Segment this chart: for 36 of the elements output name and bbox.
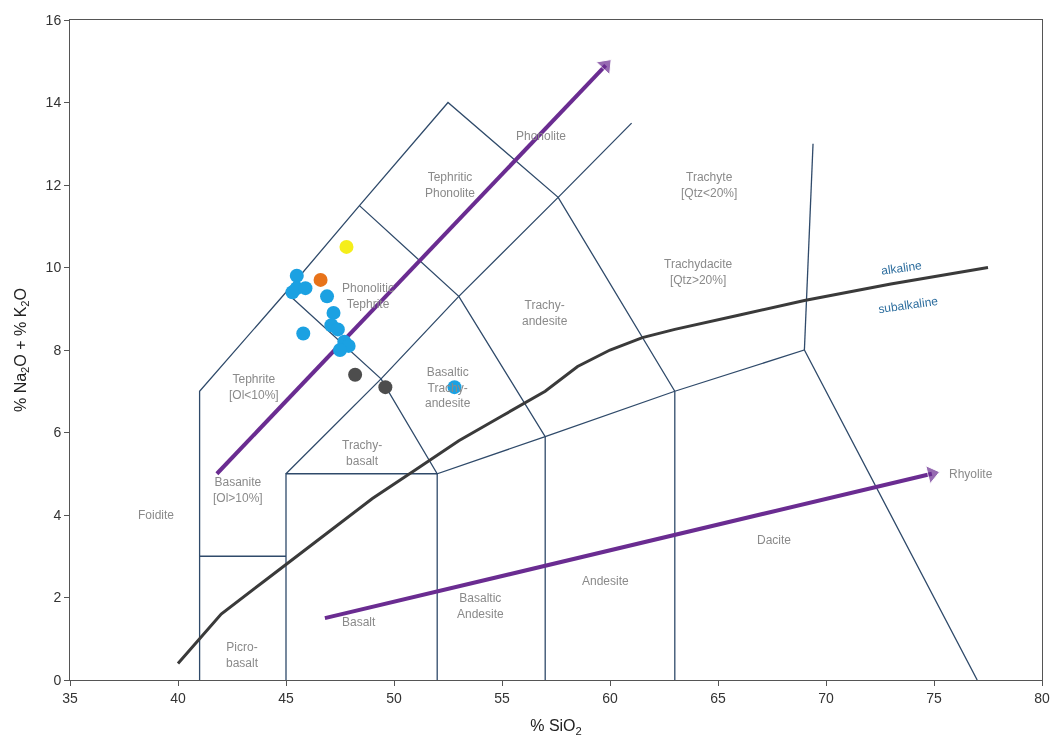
annotation: Basalt <box>342 615 377 629</box>
annotation: subalkaline <box>877 293 940 317</box>
annotation: Tephrite [Ol<10%] <box>229 372 279 402</box>
y-tick-label: 8 <box>53 341 62 358</box>
x-tick-label: 35 <box>62 689 78 706</box>
x-tick-label: 40 <box>170 689 186 706</box>
x-tick-label: 80 <box>1034 689 1050 706</box>
y-tick-label: 14 <box>45 94 62 111</box>
annotation: Andesite <box>582 574 630 588</box>
x-tick-label: 60 <box>602 689 618 706</box>
y-tick-label: 6 <box>53 424 62 441</box>
annotation: Trachyte [Qtz<20%] <box>681 170 738 200</box>
annotation: Picro- basalt <box>226 640 259 670</box>
y-tick-label: 12 <box>45 176 62 193</box>
annotation: Basanite [Ol>10%] <box>213 475 263 505</box>
x-tick-label: 50 <box>386 689 402 706</box>
annotation: Foidite <box>138 508 175 522</box>
y-tick-label: 4 <box>53 506 62 523</box>
annotation: Trachy- basalt <box>342 438 383 468</box>
x-tick-label: 55 <box>494 689 510 706</box>
annotation: Tephritic Phonolite <box>425 170 476 200</box>
y-tick-label: 16 <box>45 11 62 28</box>
y-tick-label: 2 <box>53 589 62 606</box>
annotation: Trachydacite [Qtz>20%] <box>664 257 733 287</box>
x-tick-label: 65 <box>710 689 726 706</box>
x-tick-label: 70 <box>818 689 834 706</box>
annotation: Dacite <box>757 533 792 547</box>
y-tick-label: 10 <box>45 259 62 276</box>
y-tick-label: 0 <box>53 671 62 688</box>
x-tick-label: 45 <box>278 689 294 706</box>
annotation: Basaltic Andesite <box>457 591 505 621</box>
x-axis-title: % SiO$_{2}$ <box>530 717 582 737</box>
annotation: Rhyolite <box>949 467 993 481</box>
annotation: alkaline <box>880 258 923 278</box>
x-tick-label: 75 <box>926 689 942 706</box>
annotation: Trachy- andesite <box>522 298 568 328</box>
